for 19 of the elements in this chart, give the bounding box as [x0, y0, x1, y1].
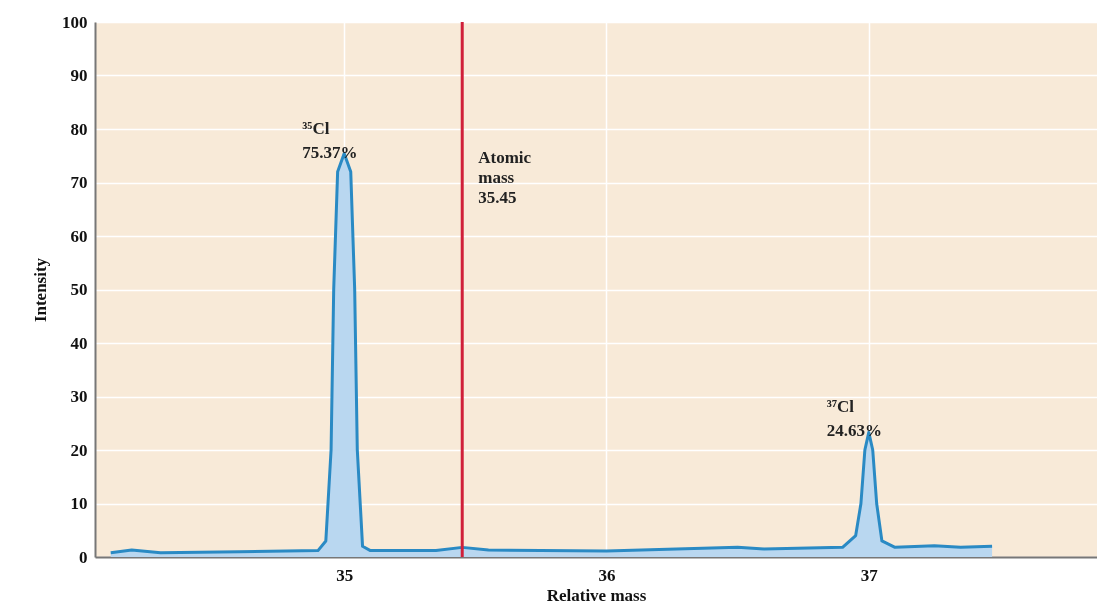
- annotation: ³⁵Cl 75.37%: [302, 118, 358, 162]
- x-tick-label: 35: [336, 565, 354, 585]
- y-tick-label: 0: [79, 547, 88, 567]
- x-tick-label: 36: [598, 565, 616, 585]
- annotation: ³⁷Cl 24.63%: [826, 397, 883, 441]
- y-tick-label: 40: [70, 333, 88, 353]
- y-tick-label: 80: [70, 119, 88, 139]
- y-tick-label: 70: [70, 173, 88, 192]
- y-tick-label: 30: [70, 387, 88, 406]
- y-axis-title: Intensity: [31, 257, 50, 323]
- y-tick-label: 90: [70, 66, 88, 85]
- y-tick-label: 20: [70, 440, 88, 460]
- y-tick-label: 50: [70, 280, 88, 299]
- ref-line-label: Atomic mass 35.45: [478, 148, 532, 207]
- x-axis-title: Relative mass: [546, 585, 647, 605]
- y-tick-label: 10: [70, 494, 88, 513]
- x-tick-label: 37: [860, 565, 879, 585]
- y-tick-label: 100: [62, 12, 88, 32]
- y-tick-label: 60: [70, 226, 88, 246]
